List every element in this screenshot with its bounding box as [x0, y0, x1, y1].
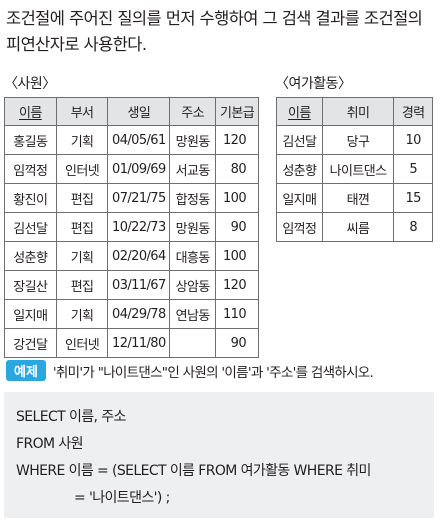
- cell-birthday: 12/11/80: [107, 328, 171, 358]
- column-header-hobby: 취미: [321, 97, 395, 126]
- cell-name: 임꺽정: [4, 154, 57, 184]
- cell-birthday: 03/11/67: [107, 270, 171, 300]
- cell-base-salary: 100: [215, 183, 259, 213]
- cell-address: 합정동: [169, 183, 217, 213]
- cell-hobby: 당구: [321, 125, 395, 155]
- cell-base-salary: 120: [215, 125, 259, 155]
- cell-address: 망원동: [169, 212, 217, 242]
- table-row: 성춘향 기획 02/20/64 대흥동 100: [4, 241, 259, 271]
- cell-name: 임꺽정: [276, 212, 323, 242]
- cell-department: 편집: [55, 212, 109, 242]
- cell-department: 편집: [55, 270, 109, 300]
- cell-name: 장길산: [4, 270, 57, 300]
- column-header-name: 이름: [4, 97, 57, 126]
- cell-base-salary: 90: [215, 212, 259, 242]
- cell-department: 기획: [55, 125, 109, 155]
- cell-birthday: 10/22/73: [107, 212, 171, 242]
- hobby-table: 이름 취미 경력 김선달 당구 10 성춘향 나이트댄스 5 일지매 태껸 15…: [276, 97, 433, 242]
- column-header-birthday: 생일: [107, 97, 171, 126]
- cell-address: 상암동: [169, 270, 217, 300]
- sql-code-block: SELECT 이름, 주소 FROM 사원 WHERE 이름 = (SELECT…: [4, 392, 434, 518]
- cell-base-salary: 100: [215, 241, 259, 271]
- cell-experience: 15: [393, 183, 433, 213]
- cell-base-salary: 120: [215, 270, 259, 300]
- cell-experience: 8: [393, 212, 433, 242]
- cell-address: 연남동: [169, 299, 217, 329]
- cell-birthday: 04/05/61: [107, 125, 171, 155]
- cell-birthday: 01/09/69: [107, 154, 171, 184]
- employee-table-header-row: 이름 부서 생일 주소 기본급: [4, 97, 259, 126]
- cell-department: 인터넷: [55, 154, 109, 184]
- code-line-from: FROM 사원: [16, 436, 83, 452]
- column-header-name: 이름: [276, 97, 323, 126]
- code-line-select: SELECT 이름, 주소: [16, 409, 126, 425]
- table-row: 성춘향 나이트댄스 5: [276, 154, 433, 184]
- cell-department: 편집: [55, 183, 109, 213]
- cell-birthday: 07/21/75: [107, 183, 171, 213]
- cell-experience: 10: [393, 125, 433, 155]
- hobby-table-title: 〈여가활동〉: [275, 76, 352, 92]
- example-prompt: 예제 '취미'가 "나이트댄스"인 사원의 '이름'과 '주소'를 검색하시오.: [6, 360, 440, 381]
- table-row: 홍길동 기획 04/05/61 망원동 120: [4, 125, 259, 155]
- cell-name: 홍길동: [4, 125, 57, 155]
- cell-name: 황진이: [4, 183, 57, 213]
- example-badge: 예제: [6, 360, 46, 381]
- cell-hobby: 나이트댄스: [321, 154, 395, 184]
- employee-table-title: 〈사원〉: [4, 76, 56, 92]
- cell-address: 대흥동: [169, 241, 217, 271]
- column-header-base-salary: 기본급: [215, 97, 259, 126]
- cell-base-salary: 110: [215, 299, 259, 329]
- cell-birthday: 02/20/64: [107, 241, 171, 271]
- table-row: 일지매 태껸 15: [276, 183, 433, 213]
- table-row: 임꺽정 씨름 8: [276, 212, 433, 242]
- table-row: 강건달 인터넷 12/11/80 90: [4, 328, 259, 358]
- column-header-experience: 경력: [393, 97, 433, 126]
- column-header-address: 주소: [169, 97, 217, 126]
- cell-name: 일지매: [4, 299, 57, 329]
- cell-experience: 5: [393, 154, 433, 184]
- column-header-department: 부서: [55, 97, 109, 126]
- intro-paragraph: 조건절에 주어진 질의를 먼저 수행하여 그 검색 결과를 조건절의 피연산자로…: [6, 9, 423, 54]
- cell-name: 김선달: [276, 125, 323, 155]
- table-row: 임꺽정 인터넷 01/09/69 서교동 80: [4, 154, 259, 184]
- cell-hobby: 태껸: [321, 183, 395, 213]
- cell-name: 성춘향: [276, 154, 323, 184]
- cell-department: 인터넷: [55, 328, 109, 358]
- cell-department: 기획: [55, 299, 109, 329]
- table-row: 황진이 편집 07/21/75 합정동 100: [4, 183, 259, 213]
- hobby-table-header-row: 이름 취미 경력: [276, 97, 433, 126]
- cell-address: 서교동: [169, 154, 217, 184]
- code-line-subquery-end: = '나이트댄스') ;: [74, 490, 170, 506]
- code-line-where: WHERE 이름 = (SELECT 이름 FROM 여가활동 WHERE 취미: [16, 463, 371, 479]
- table-row: 김선달 당구 10: [276, 125, 433, 155]
- example-text: '취미'가 "나이트댄스"인 사원의 '이름'과 '주소'를 검색하시오.: [52, 364, 374, 381]
- cell-name: 김선달: [4, 212, 57, 242]
- cell-base-salary: 90: [215, 328, 259, 358]
- cell-department: 기획: [55, 241, 109, 271]
- cell-name: 성춘향: [4, 241, 57, 271]
- employee-table: 이름 부서 생일 주소 기본급 홍길동 기획 04/05/61 망원동 120 …: [4, 97, 259, 358]
- cell-base-salary: 80: [215, 154, 259, 184]
- table-row: 김선달 편집 10/22/73 망원동 90: [4, 212, 259, 242]
- cell-address: [169, 328, 217, 358]
- table-row: 일지매 기획 04/29/78 연남동 110: [4, 299, 259, 329]
- cell-name: 강건달: [4, 328, 57, 358]
- cell-birthday: 04/29/78: [107, 299, 171, 329]
- cell-name: 일지매: [276, 183, 323, 213]
- cell-address: 망원동: [169, 125, 217, 155]
- table-row: 장길산 편집 03/11/67 상암동 120: [4, 270, 259, 300]
- cell-hobby: 씨름: [321, 212, 395, 242]
